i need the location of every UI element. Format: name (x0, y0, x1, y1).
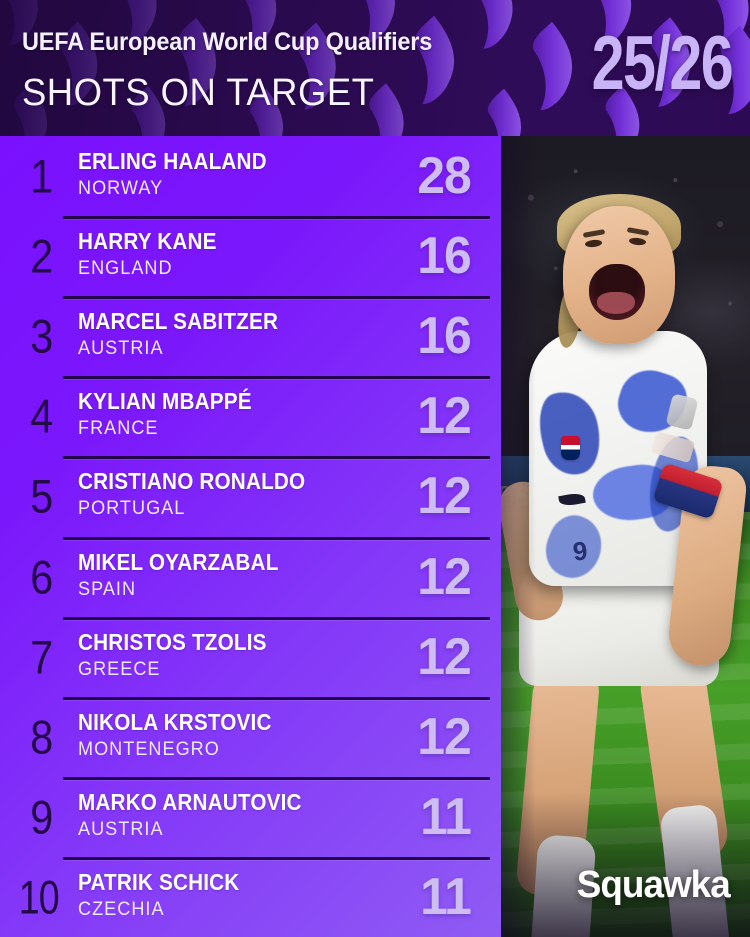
rank-number: 10 (18, 870, 60, 924)
player-name: ERLING HAALAND (78, 148, 267, 174)
leaderboard-row[interactable]: 5 CRISTIANO RONALDO PORTUGAL 12 (0, 456, 501, 536)
player-name: MIKEL OYARZABAL (78, 548, 279, 575)
leaderboard-panel: 1 ERLING HAALAND NORWAY 28 2 HARRY KANE ENGLAN… (0, 136, 501, 937)
leaderboard-row[interactable]: 7 CHRISTOS TZOLIS GREECE 12 (0, 616, 501, 697)
stat-value: 12 (417, 707, 472, 766)
player-country: CZECHIA (78, 898, 165, 920)
player-name: KYLIAN MBAPPÉ (78, 388, 252, 415)
stat-value: 12 (417, 467, 472, 526)
stat-value: 16 (417, 227, 472, 286)
squawka-logo[interactable]: Squawka (576, 864, 731, 906)
player-country: ENGLAND (78, 258, 173, 280)
leaderboard-row[interactable]: 8 NIKOLA KRSTOVIC MONTENEGRO 12 (0, 696, 501, 777)
header-gradient-overlay (0, 0, 750, 136)
stat-value: 11 (420, 867, 472, 926)
row-divider (63, 776, 490, 780)
rank-number: 6 (30, 550, 53, 604)
stat-value: 16 (417, 307, 472, 366)
row-divider (63, 296, 490, 300)
rank-number: 4 (30, 389, 53, 443)
stat-value: 12 (417, 627, 472, 686)
player-country: GREECE (78, 658, 161, 680)
stat-value: 11 (420, 787, 472, 846)
player-name: CRISTIANO RONALDO (78, 468, 306, 495)
row-divider (63, 616, 490, 620)
leaderboard-rows: 1 ERLING HAALAND NORWAY 28 2 HARRY KANE ENGLAN… (0, 136, 501, 937)
rank-number: 2 (30, 229, 53, 283)
leaderboard-row[interactable]: 10 PATRIK SCHICK CZECHIA 11 (0, 856, 501, 937)
player-country: FRANCE (78, 418, 159, 440)
player-country: MONTENEGRO (78, 738, 220, 760)
player-name: MARKO ARNAUTOVIC (78, 788, 302, 815)
row-divider (63, 856, 490, 860)
rank-number: 9 (30, 790, 53, 844)
rank-number: 1 (30, 149, 53, 203)
row-divider (63, 216, 490, 220)
rank-number: 7 (30, 630, 53, 684)
row-divider (63, 536, 490, 540)
player-name: CHRISTOS TZOLIS (78, 628, 267, 655)
player-photo: es 9 Squawka (501, 136, 750, 937)
leaderboard-row[interactable]: 4 KYLIAN MBAPPÉ FRANCE 12 (0, 376, 501, 456)
player-name: PATRIK SCHICK (78, 868, 240, 895)
photo-vignette (501, 136, 750, 937)
season-label: 25/26 (591, 21, 733, 106)
player-name: MARCEL SABITZER (78, 308, 279, 335)
header-banner: UEFA European World Cup Qualifiers SHOTS… (0, 0, 750, 136)
rank-number: 8 (30, 710, 53, 764)
player-country: NORWAY (78, 178, 164, 199)
stat-value: 12 (417, 387, 472, 446)
leaderboard-row[interactable]: 2 HARRY KANE ENGLAND 16 (0, 216, 501, 296)
leaderboard-row[interactable]: 9 MARKO ARNAUTOVIC AUSTRIA 11 (0, 776, 501, 857)
stat-value: 12 (417, 547, 472, 606)
competition-title: UEFA European World Cup Qualifiers (22, 28, 433, 56)
leaderboard-row[interactable]: 3 MARCEL SABITZER AUSTRIA 16 (0, 296, 501, 376)
player-country: AUSTRIA (78, 338, 164, 360)
player-name: NIKOLA KRSTOVIC (78, 708, 272, 735)
stat-value: 28 (417, 147, 472, 206)
rank-number: 5 (30, 469, 53, 523)
player-country: PORTUGAL (78, 498, 186, 520)
player-country: AUSTRIA (78, 818, 164, 840)
row-divider (63, 376, 490, 380)
row-divider (63, 456, 490, 460)
row-divider (63, 696, 490, 700)
rank-number: 3 (30, 309, 53, 363)
leaderboard-row[interactable]: 1 ERLING HAALAND NORWAY 28 (0, 136, 501, 216)
player-country: SPAIN (78, 578, 137, 600)
leaderboard-row[interactable]: 6 MIKEL OYARZABAL SPAIN 12 (0, 536, 501, 617)
player-name: HARRY KANE (78, 228, 217, 255)
stat-title: SHOTS ON TARGET (22, 72, 375, 114)
